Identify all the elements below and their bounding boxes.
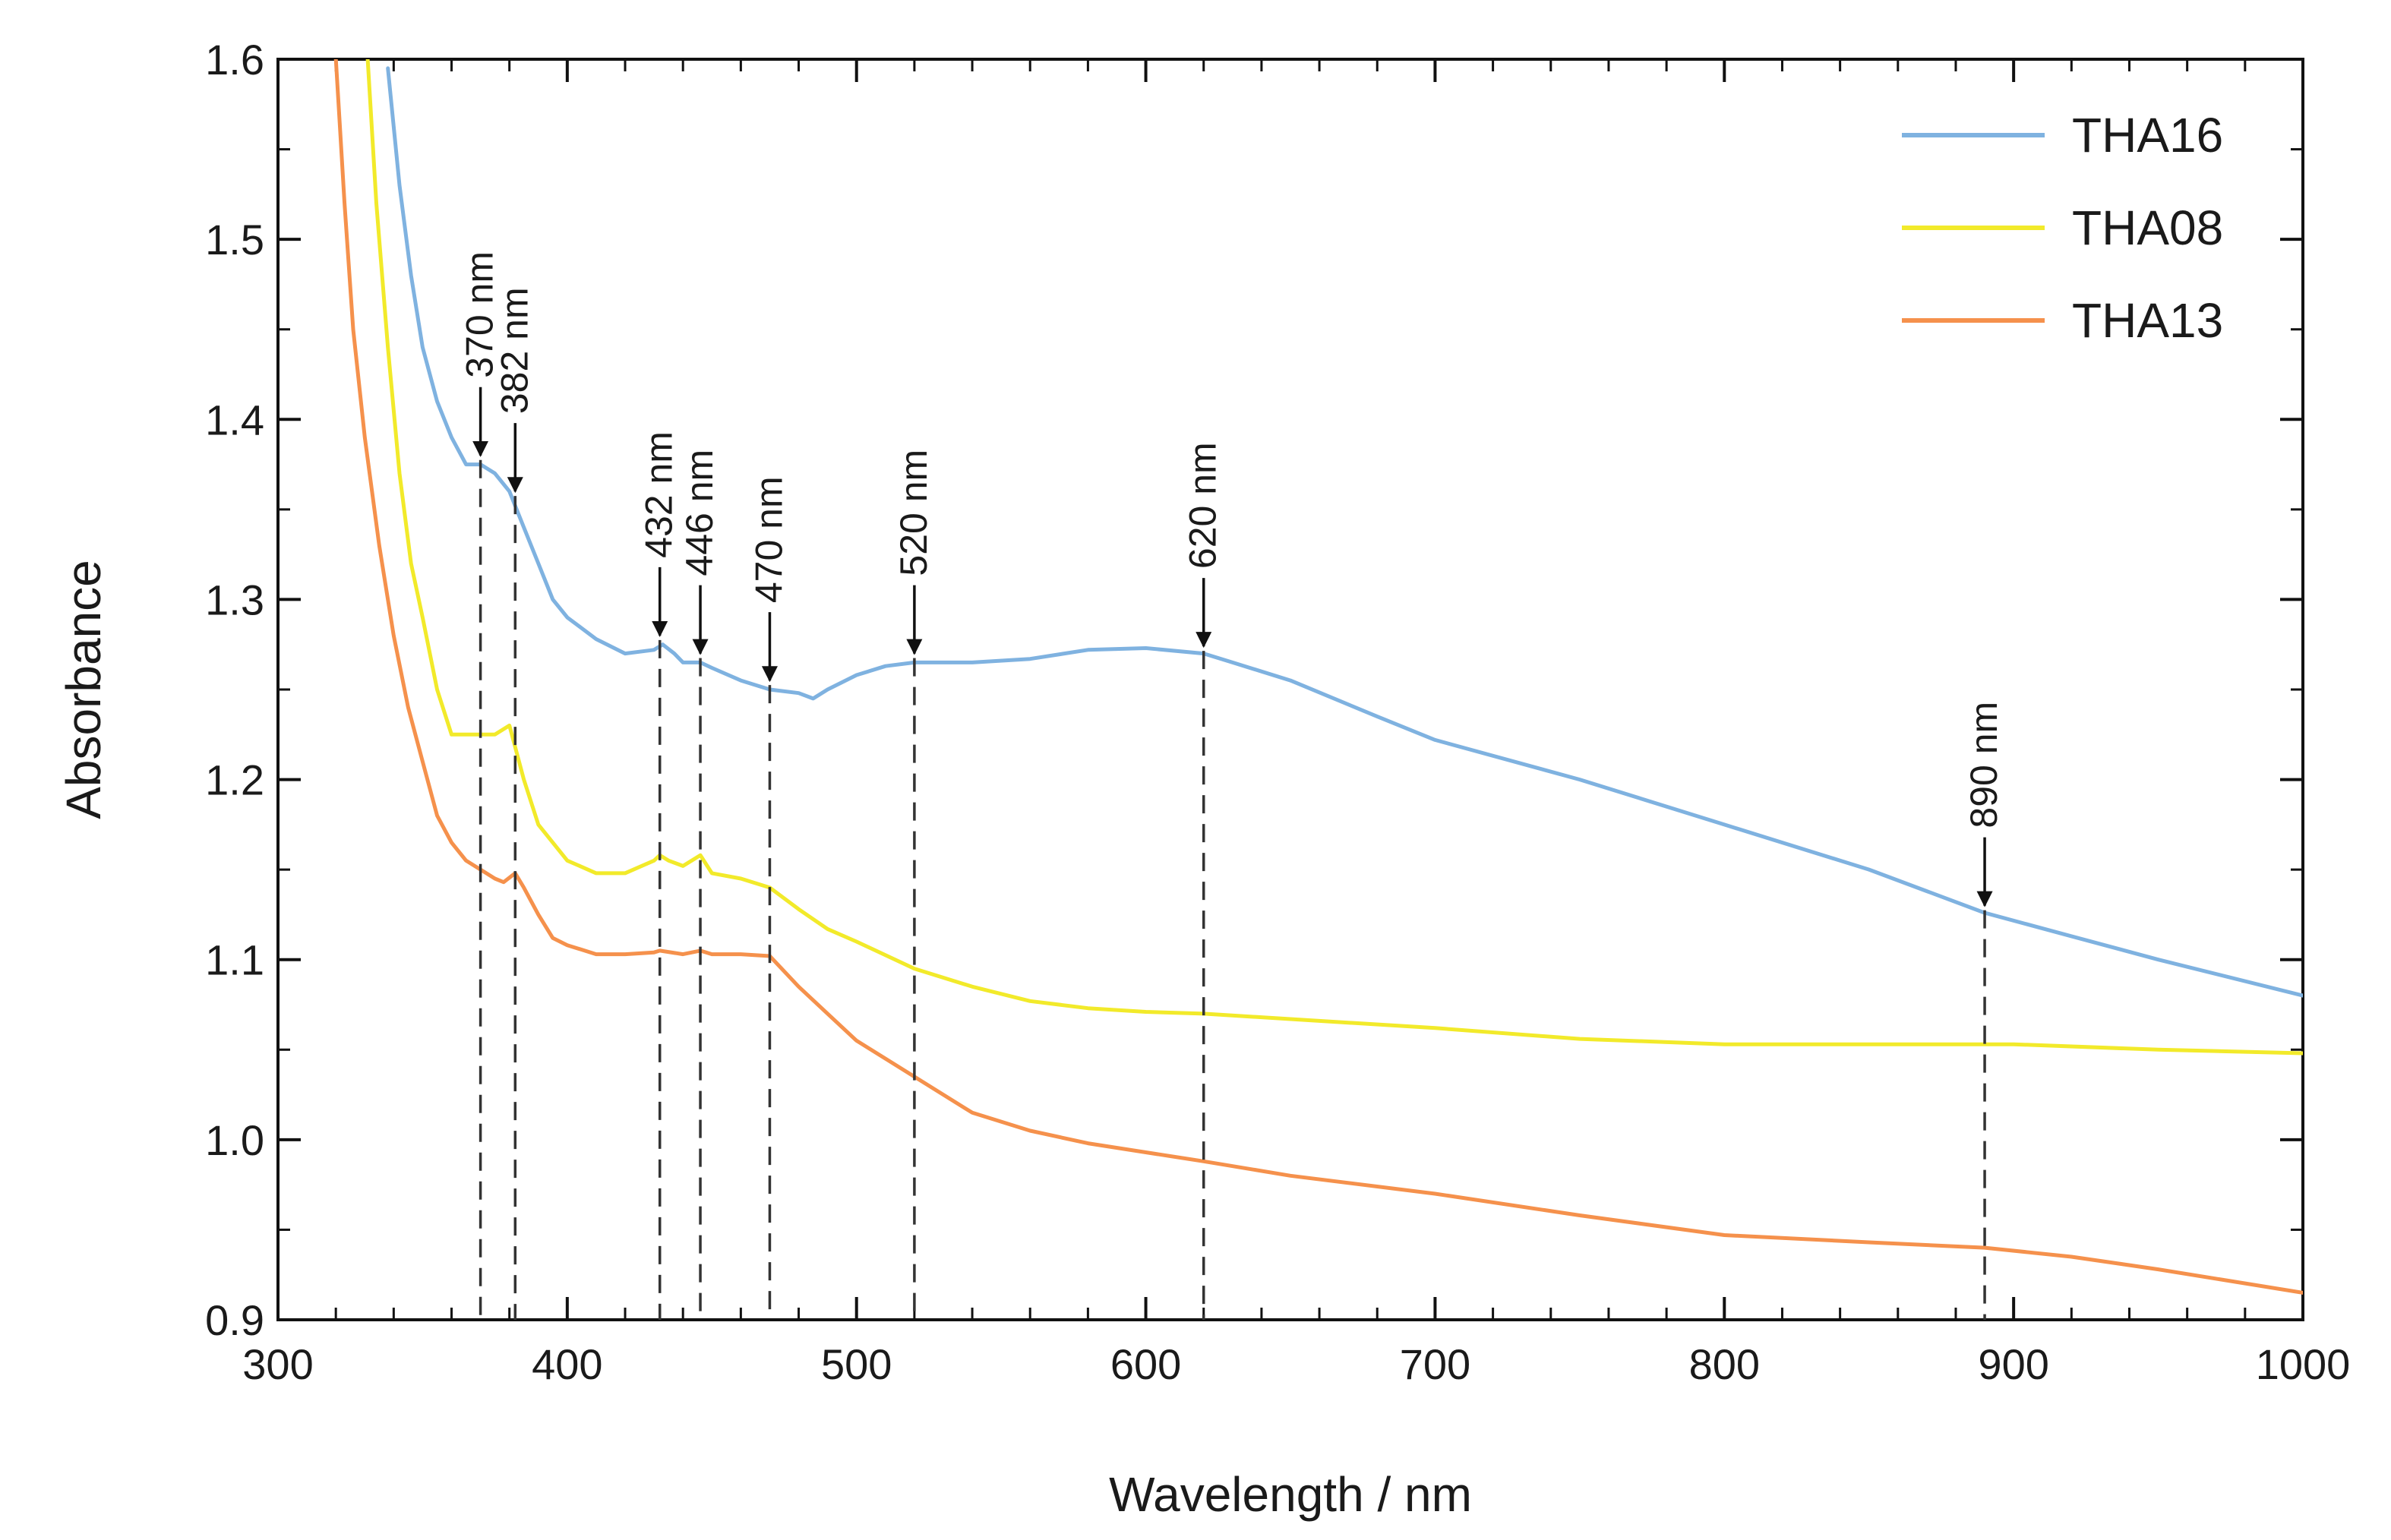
- x-tick-label: 500: [821, 1340, 892, 1388]
- y-tick-label: 1.0: [205, 1116, 264, 1164]
- y-tick-label: 1.2: [205, 756, 264, 804]
- series-group: [333, 59, 2303, 1295]
- legend-group: THA16 THA08 THA13: [1902, 108, 2223, 348]
- annotation-label: 620 nm: [1182, 442, 1224, 569]
- y-tick-label: 1.1: [205, 936, 264, 984]
- annotation-label: 470 nm: [747, 476, 790, 603]
- x-tick-label: 700: [1400, 1340, 1470, 1388]
- series-line-tha08: [365, 59, 2303, 1056]
- annotation-label: 382 nm: [493, 287, 535, 414]
- y-axis-title: Absorbance: [56, 560, 111, 819]
- y-tick-label: 1.3: [205, 576, 264, 623]
- x-tick-label: 300: [242, 1340, 313, 1388]
- y-tick-label: 1.5: [205, 216, 264, 264]
- annotation-label: 890 nm: [1963, 702, 2005, 828]
- plot-frame: [276, 58, 2304, 1321]
- x-tick-label: 800: [1689, 1340, 1760, 1388]
- legend-label-tha13: THA13: [2072, 293, 2223, 348]
- y-tick-label: 1.6: [205, 36, 264, 84]
- axes-group: 300 400 500 600 700 800 900 1000 0.9 1.0 1.1 1.2 1.3…: [205, 36, 2350, 1388]
- annotation-label: 432 nm: [638, 431, 681, 558]
- annotation-label: 370 nm: [459, 251, 501, 378]
- x-tick-label: 400: [532, 1340, 602, 1388]
- x-tick-label: 900: [1978, 1340, 2048, 1388]
- legend-label-tha08: THA08: [2072, 200, 2223, 255]
- annotation-label: 446 nm: [678, 450, 721, 576]
- x-tick-label: 600: [1110, 1340, 1181, 1388]
- x-axis-title: Wavelength / nm: [1109, 1467, 1472, 1522]
- y-tick-label: 0.9: [205, 1296, 264, 1344]
- annotation-label: 520 nm: [892, 450, 935, 576]
- x-tick-label: 1000: [2256, 1340, 2351, 1388]
- y-tick-label: 1.4: [205, 396, 264, 443]
- legend-label-tha16: THA16: [2072, 108, 2223, 163]
- series-line-tha13: [333, 59, 2303, 1295]
